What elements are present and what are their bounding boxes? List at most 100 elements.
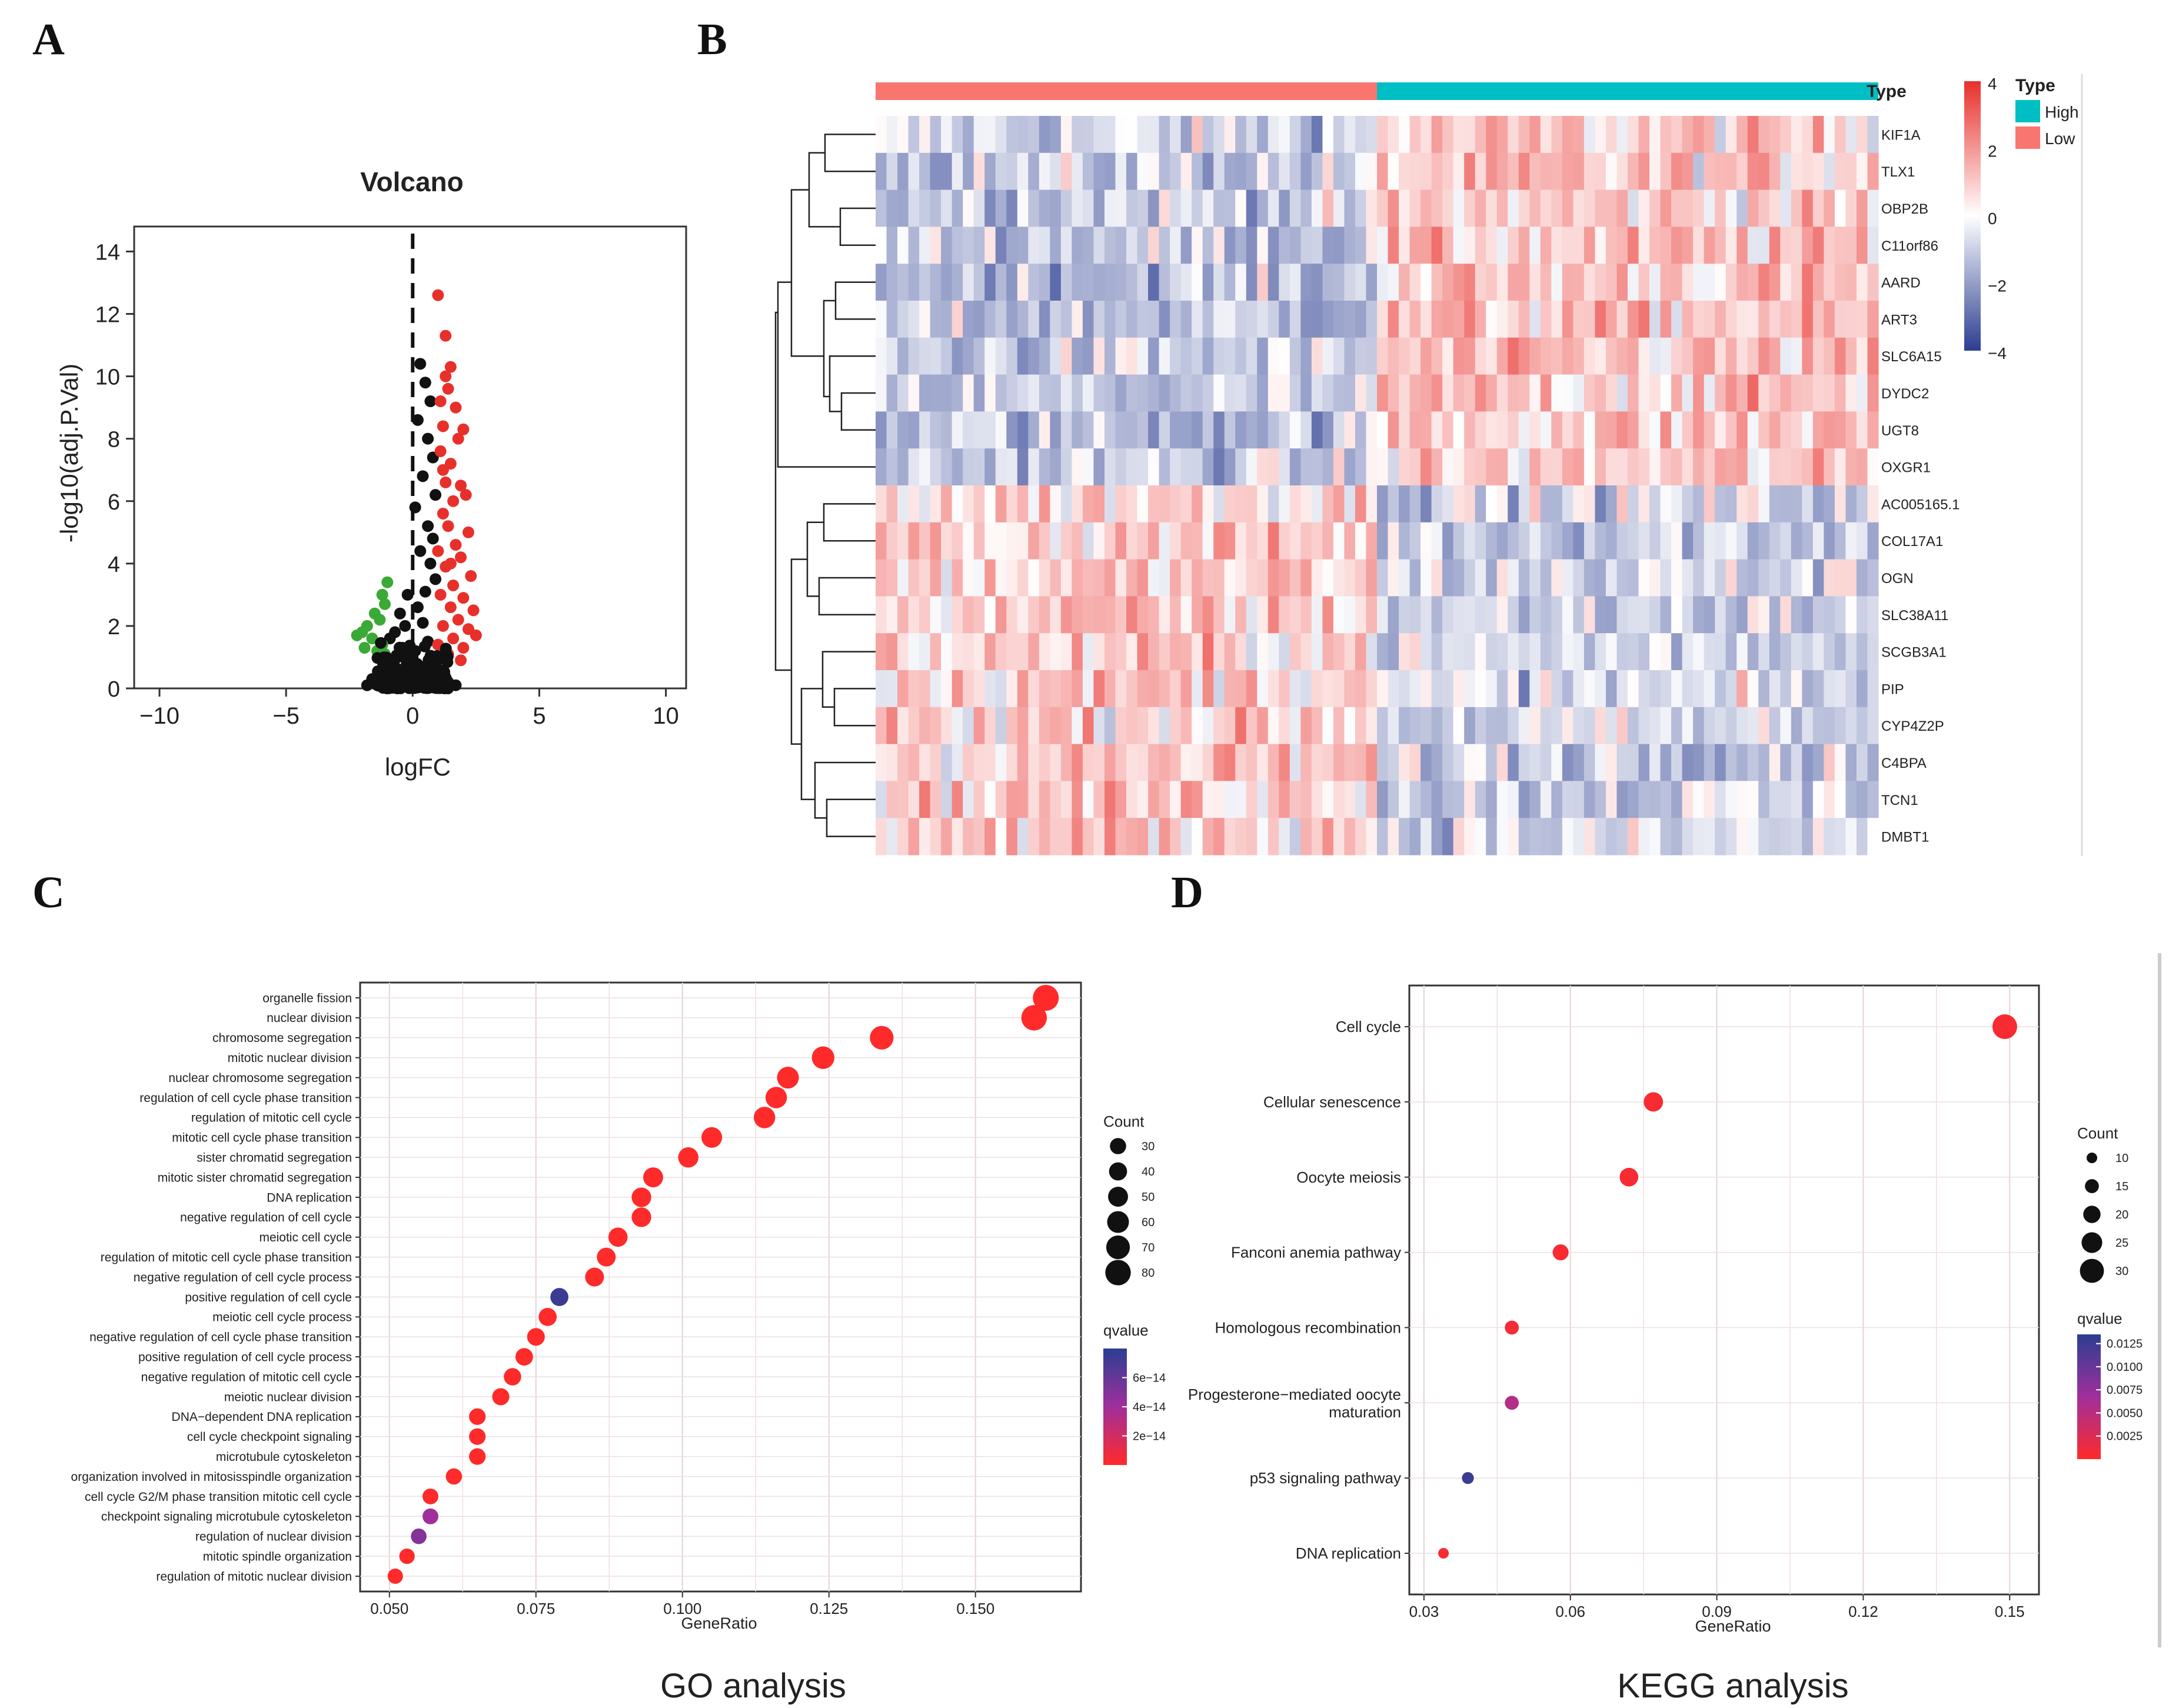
heatmap-cell <box>1355 264 1367 301</box>
heatmap-cell <box>1562 116 1573 154</box>
volcano-point <box>401 588 414 601</box>
heatmap-cell <box>1420 707 1432 745</box>
heatmap-cell <box>1812 485 1824 523</box>
heatmap-cell <box>1529 744 1541 781</box>
heatmap-cell <box>1508 116 1519 154</box>
go-size-legend-dot <box>1108 1187 1128 1207</box>
heatmap-cell <box>1017 707 1029 745</box>
volcano-point <box>351 629 363 641</box>
dendrogram-link <box>839 207 876 247</box>
kegg-plot-area <box>1408 984 2040 1596</box>
heatmap-cell <box>886 301 898 338</box>
volcano-point <box>419 585 431 598</box>
heatmap-cell <box>1486 264 1498 301</box>
heatmap-cell <box>1311 374 1323 412</box>
heatmap-cell <box>1213 670 1225 708</box>
heatmap-cell <box>1747 264 1759 301</box>
kegg-qvalue-tick-label: 0.0050 <box>2107 1407 2143 1420</box>
go-dot <box>550 1288 568 1306</box>
heatmap-cell <box>1366 189 1378 227</box>
heatmap-cell <box>1192 485 1203 523</box>
heatmap-cell <box>1028 596 1040 634</box>
heatmap-cell <box>1170 559 1182 597</box>
heatmap-cell <box>1671 707 1683 745</box>
heatmap-cell <box>1725 633 1737 671</box>
heatmap-cell <box>1573 337 1585 375</box>
heatmap-cell <box>1824 522 1835 560</box>
heatmap-cell <box>1333 189 1345 227</box>
heatmap-cell <box>1583 374 1596 412</box>
heatmap-cell <box>1137 707 1149 745</box>
heatmap-cell <box>1039 448 1050 486</box>
heatmap-cell <box>1812 818 1824 855</box>
go-qvalue-tick-label: 6e−14 <box>1133 1372 1166 1385</box>
go-term-label: negative regulation of mitotic cell cycl… <box>141 1370 352 1384</box>
heatmap-cell <box>1257 411 1269 449</box>
heatmap-cell <box>1431 559 1443 597</box>
heatmap-cell <box>963 781 974 818</box>
heatmap-cell <box>1224 633 1236 671</box>
heatmap-cell <box>1028 670 1040 708</box>
heatmap-cell <box>1224 116 1236 154</box>
heatmap-cell <box>1050 522 1062 560</box>
heatmap-cell <box>1180 633 1192 671</box>
heatmap-cell <box>1159 744 1170 781</box>
heatmap-cell <box>1170 411 1182 449</box>
heatmap-cell <box>1562 448 1573 486</box>
heatmap-cell <box>995 707 1007 745</box>
heatmap-cell <box>995 301 1007 338</box>
heatmap-cell <box>1093 374 1105 412</box>
heatmap-cell <box>1769 559 1781 597</box>
heatmap-cell <box>1115 301 1127 338</box>
heatmap-cell <box>897 264 909 301</box>
heatmap-cell <box>1268 670 1279 708</box>
heatmap-cell <box>1834 448 1847 486</box>
heatmap-cell <box>1333 596 1345 634</box>
heatmap-cell <box>984 116 996 154</box>
heatmap-cell <box>1072 337 1083 375</box>
heatmap-cell <box>1704 633 1715 671</box>
heatmap-cell <box>1736 707 1748 745</box>
heatmap-cell <box>1802 411 1814 449</box>
heatmap-cell <box>919 781 931 818</box>
heatmap-cell <box>1213 522 1225 560</box>
heatmap-cell <box>908 374 920 412</box>
heatmap-cell <box>1180 818 1192 855</box>
heatmap-cell <box>876 596 887 634</box>
go-term-label: DNA replication <box>267 1191 352 1204</box>
heatmap-cell <box>1235 596 1247 634</box>
heatmap-cell <box>1551 116 1563 154</box>
heatmap-cell <box>1333 152 1345 191</box>
heatmap-cell <box>952 116 963 154</box>
heatmap-cell <box>1573 374 1585 412</box>
heatmap-cell <box>1224 337 1236 375</box>
heatmap-cell <box>1126 264 1138 301</box>
heatmap-cell <box>1192 744 1203 781</box>
heatmap-cell <box>1082 337 1095 375</box>
heatmap-cell <box>973 522 985 560</box>
panel-label-c: C <box>32 868 65 917</box>
heatmap-cell <box>1180 337 1192 375</box>
heatmap-cell <box>1170 596 1182 634</box>
dendrogram-link <box>800 688 823 801</box>
heatmap-cell <box>1715 522 1726 560</box>
heatmap-cell <box>995 411 1007 449</box>
heatmap-cell <box>1551 374 1563 412</box>
heatmap-cell <box>1224 781 1236 818</box>
heatmap-cell <box>1093 116 1105 154</box>
heatmap-cell <box>1202 448 1214 486</box>
heatmap-cell <box>876 485 887 523</box>
heatmap-cell <box>1268 264 1279 301</box>
heatmap-cell <box>1279 448 1290 486</box>
heatmap-cell <box>1126 337 1138 375</box>
heatmap-cell <box>1856 670 1868 708</box>
heatmap-cell <box>1377 559 1389 597</box>
heatmap-cell <box>1464 596 1476 634</box>
go-dot <box>469 1428 486 1445</box>
heatmap-cell <box>1628 152 1639 191</box>
heatmap-cell <box>1300 559 1312 597</box>
volcano-point <box>440 476 452 488</box>
heatmap-cell <box>1747 116 1759 154</box>
heatmap-cell <box>1638 744 1650 781</box>
heatmap-cell <box>930 264 942 301</box>
